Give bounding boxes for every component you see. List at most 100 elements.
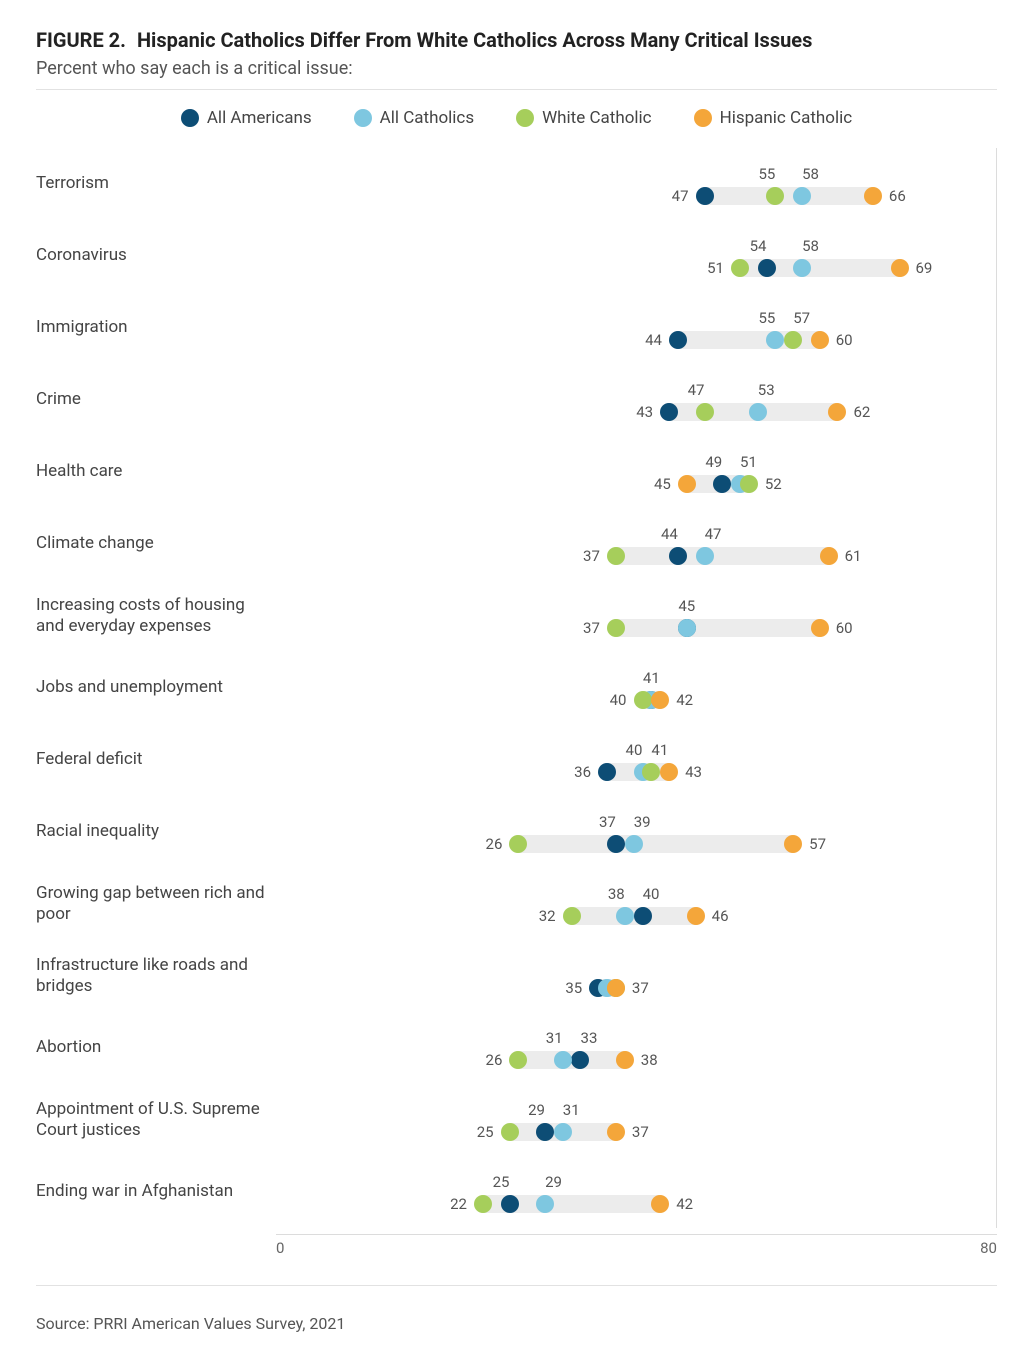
dot-hispanic-catholic bbox=[678, 475, 696, 493]
value-label-right: 62 bbox=[853, 403, 870, 421]
value-label: 29 bbox=[545, 1173, 562, 1191]
value-label-left: 26 bbox=[486, 835, 503, 853]
value-label-right: 42 bbox=[676, 1195, 693, 1213]
row-label: Federal deficit bbox=[36, 749, 288, 770]
dot-hispanic-catholic bbox=[607, 979, 625, 997]
value-label-left: 45 bbox=[654, 475, 671, 493]
row-track: 45 37 60 bbox=[288, 587, 997, 645]
value-label: 57 bbox=[793, 309, 810, 327]
dot-all-americans bbox=[571, 1051, 589, 1069]
value-label-left: 32 bbox=[539, 907, 556, 925]
row-label: Ending war in Afghanistan bbox=[36, 1181, 288, 1202]
row-label: Terrorism bbox=[36, 173, 288, 194]
chart-row: Federal deficit40413643 bbox=[36, 724, 997, 796]
legend-swatch bbox=[181, 109, 199, 127]
dot-white-catholic bbox=[607, 619, 625, 637]
dot-hispanic-catholic bbox=[820, 547, 838, 565]
legend-label: Hispanic Catholic bbox=[720, 108, 853, 128]
value-label-right: 38 bbox=[641, 1051, 658, 1069]
row-track: 38403246 bbox=[288, 875, 997, 933]
x-axis: 080 bbox=[36, 1234, 997, 1259]
row-track: 47534362 bbox=[288, 371, 997, 429]
value-label: 41 bbox=[651, 741, 668, 759]
chart-row: Infrastructure like roads and bridges353… bbox=[36, 940, 997, 1012]
value-label: 39 bbox=[634, 813, 651, 831]
value-label: 51 bbox=[740, 453, 757, 471]
row-track: 25292242 bbox=[288, 1163, 997, 1221]
chart-row: Coronavirus54585169 bbox=[36, 220, 997, 292]
legend-label: White Catholic bbox=[542, 108, 651, 128]
value-label: 47 bbox=[688, 381, 705, 399]
value-label-right: 43 bbox=[685, 763, 702, 781]
value-label: 37 bbox=[599, 813, 616, 831]
row-track: 414042 bbox=[288, 659, 997, 717]
dot-hispanic-catholic bbox=[784, 835, 802, 853]
value-label-right: 60 bbox=[836, 331, 853, 349]
value-label: 25 bbox=[493, 1173, 510, 1191]
dot-white-catholic bbox=[642, 763, 660, 781]
range-track bbox=[616, 619, 820, 637]
value-label-right: 60 bbox=[836, 619, 853, 637]
row-label: Crime bbox=[36, 389, 288, 410]
chart-row: Increasing costs of housing and everyday… bbox=[36, 580, 997, 652]
legend-swatch bbox=[694, 109, 712, 127]
row-label: Infrastructure like roads and bridges bbox=[36, 955, 288, 998]
legend-swatch bbox=[354, 109, 372, 127]
dot-all-catholics bbox=[536, 1195, 554, 1213]
source-text: Source: PRRI American Values Survey, 202… bbox=[36, 1314, 997, 1333]
value-label: 45 bbox=[678, 597, 695, 615]
row-label: Racial inequality bbox=[36, 821, 288, 842]
row-label: Coronavirus bbox=[36, 245, 288, 266]
value-label-left: 37 bbox=[583, 619, 600, 637]
dot-hispanic-catholic bbox=[828, 403, 846, 421]
dot-all-catholics bbox=[696, 547, 714, 565]
dot-all-americans bbox=[536, 1123, 554, 1141]
value-label: 55 bbox=[758, 309, 775, 327]
chart-row: Growing gap between rich and poor3840324… bbox=[36, 868, 997, 940]
row-label: Health care bbox=[36, 461, 288, 482]
legend-label: All Catholics bbox=[380, 108, 474, 128]
row-track: 49 51 45 52 bbox=[288, 443, 997, 501]
dot-hispanic-catholic bbox=[651, 1195, 669, 1213]
chart-row: Racial inequality37392657 bbox=[36, 796, 997, 868]
value-label: 49 bbox=[705, 453, 722, 471]
value-label: 38 bbox=[608, 885, 625, 903]
dot-white-catholic bbox=[784, 331, 802, 349]
axis-tick: 80 bbox=[980, 1239, 997, 1257]
dot-white-catholic bbox=[607, 547, 625, 565]
value-label-right: 42 bbox=[676, 691, 693, 709]
dot-hispanic-catholic bbox=[607, 1123, 625, 1141]
value-label-right: 69 bbox=[916, 259, 933, 277]
chart-row: Crime47534362 bbox=[36, 364, 997, 436]
row-track: 3537 bbox=[288, 947, 997, 1005]
value-label: 31 bbox=[563, 1101, 580, 1119]
row-label: Abortion bbox=[36, 1037, 288, 1058]
dot-white-catholic bbox=[474, 1195, 492, 1213]
legend: All Americans All Catholics White Catholic… bbox=[36, 108, 997, 128]
value-label-right: 61 bbox=[845, 547, 862, 565]
figure-subtitle: Percent who say each is a critical issue… bbox=[36, 58, 997, 79]
legend-item-all-catholics: All Catholics bbox=[354, 108, 474, 128]
figure-number: FIGURE 2. bbox=[36, 28, 126, 52]
dot-hispanic-catholic bbox=[616, 1051, 634, 1069]
row-label: Climate change bbox=[36, 533, 288, 554]
dot-all-americans bbox=[634, 907, 652, 925]
value-label: 54 bbox=[750, 237, 767, 255]
chart-row: Terrorism55584766 bbox=[36, 148, 997, 220]
value-label-right: 52 bbox=[765, 475, 782, 493]
dot-white-catholic bbox=[509, 1051, 527, 1069]
legend-item-all-americans: All Americans bbox=[181, 108, 312, 128]
row-track: 29312537 bbox=[288, 1091, 997, 1149]
dot-hispanic-catholic bbox=[651, 691, 669, 709]
legend-swatch bbox=[516, 109, 534, 127]
dot-all-catholics bbox=[793, 259, 811, 277]
dot-all-americans bbox=[598, 763, 616, 781]
row-track: 31332638 bbox=[288, 1019, 997, 1077]
legend-item-white-catholic: White Catholic bbox=[516, 108, 651, 128]
value-label: 47 bbox=[705, 525, 722, 543]
value-label-left: 37 bbox=[583, 547, 600, 565]
row-track: 55584766 bbox=[288, 155, 997, 213]
dot-all-americans bbox=[669, 331, 687, 349]
value-label-left: 40 bbox=[610, 691, 627, 709]
divider-top bbox=[36, 89, 997, 90]
